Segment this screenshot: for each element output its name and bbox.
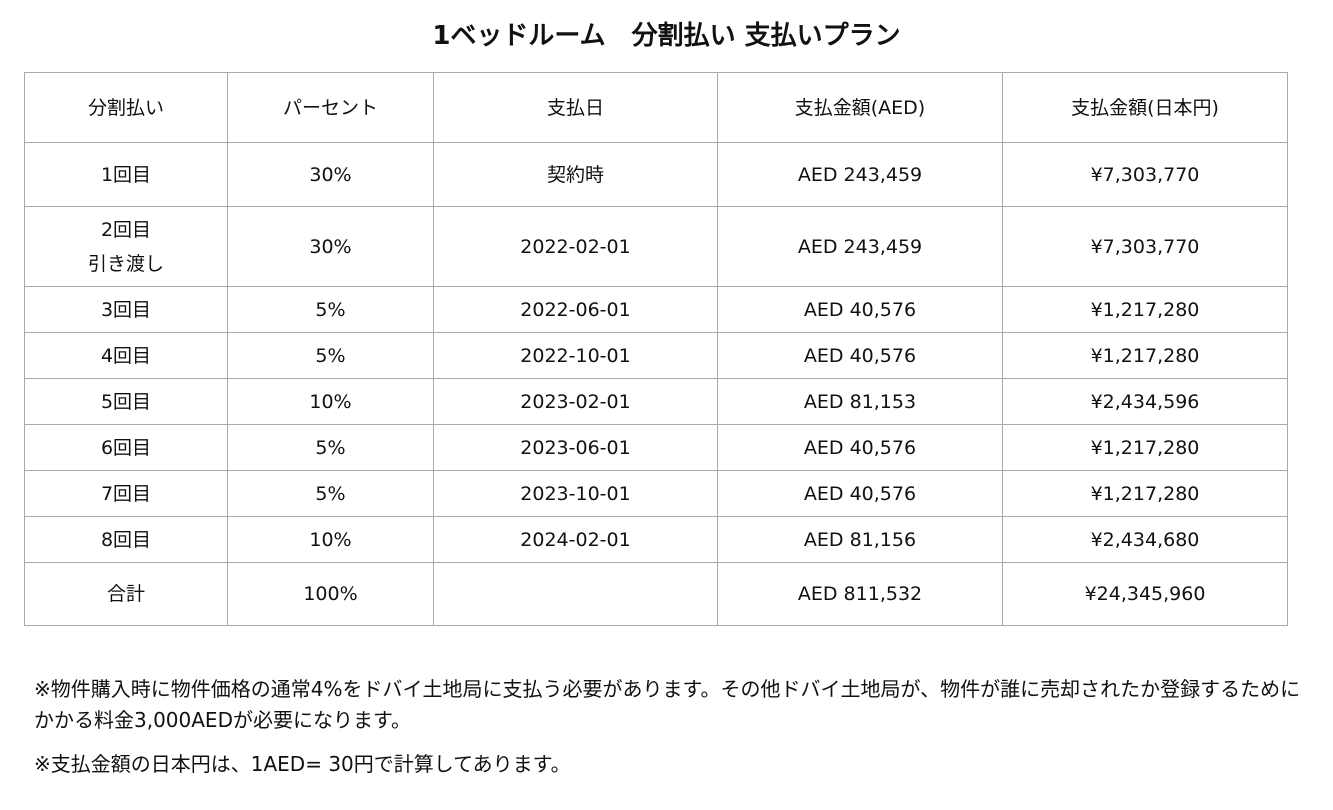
table-cell: 5回目 bbox=[24, 378, 228, 425]
table-body: 1回目 30% 契約時 AED 243,459 ¥7,303,770 2回目 引き渡し 30… bbox=[24, 142, 1288, 626]
table-cell: AED 40,576 bbox=[717, 424, 1003, 471]
notes: ※物件購入時に物件価格の通常4%をドバイ土地局に支払う必要があります。その他ドバ… bbox=[34, 674, 1304, 793]
table-row: 1回目 30% 契約時 AED 243,459 ¥7,303,770 bbox=[24, 142, 1288, 207]
table-cell: 7回目 bbox=[24, 470, 228, 517]
note: ※物件購入時に物件価格の通常4%をドバイ土地局に支払う必要があります。その他ドバ… bbox=[34, 677, 1301, 732]
header-row: 分割払い パーセント 支払日 支払金額(AED) 支払金額(日本円) bbox=[24, 72, 1288, 143]
table-cell: 2回目 引き渡し bbox=[24, 206, 228, 287]
table-row: 6回目 5% 2023-06-01 AED 40,576 ¥1,217,280 bbox=[24, 424, 1288, 471]
header-cell: 分割払い bbox=[24, 72, 228, 143]
table-cell: 8回目 bbox=[24, 516, 228, 563]
table-row: 4回目 5% 2022-10-01 AED 40,576 ¥1,217,280 bbox=[24, 332, 1288, 379]
table-cell: ¥1,217,280 bbox=[1002, 424, 1288, 471]
table-cell: AED 81,156 bbox=[717, 516, 1003, 563]
note: ※支払金額の日本円は、1AED= 30円で計算してあります。 bbox=[34, 752, 571, 776]
header-cell: 支払金額(日本円) bbox=[1002, 72, 1288, 143]
table-cell: 2024-02-01 bbox=[433, 516, 718, 563]
table-cell: 合計 bbox=[24, 562, 228, 626]
table-row: 3回目 5% 2022-06-01 AED 40,576 ¥1,217,280 bbox=[24, 286, 1288, 333]
header-cell: 支払金額(AED) bbox=[717, 72, 1003, 143]
table-cell: AED 40,576 bbox=[717, 286, 1003, 333]
table-cell: ¥1,217,280 bbox=[1002, 470, 1288, 517]
table-row: 合計 100% AED 811,532 ¥24,345,960 bbox=[24, 562, 1288, 626]
table-cell: 1回目 bbox=[24, 142, 228, 207]
table-cell: ¥1,217,280 bbox=[1002, 286, 1288, 333]
table-cell: ¥2,434,596 bbox=[1002, 378, 1288, 425]
table-cell: 2023-02-01 bbox=[433, 378, 718, 425]
table-cell: ¥7,303,770 bbox=[1002, 206, 1288, 287]
table-cell: 30% bbox=[227, 206, 434, 287]
table-row: 8回目 10% 2024-02-01 AED 81,156 ¥2,434,680 bbox=[24, 516, 1288, 563]
table-cell: 6回目 bbox=[24, 424, 228, 471]
table-cell: AED 40,576 bbox=[717, 332, 1003, 379]
table-cell: 10% bbox=[227, 516, 434, 563]
table-cell: 3回目 bbox=[24, 286, 228, 333]
table-cell: ¥24,345,960 bbox=[1002, 562, 1288, 626]
table-cell: 5% bbox=[227, 470, 434, 517]
header-cell: パーセント bbox=[227, 72, 434, 143]
table-cell: ¥1,217,280 bbox=[1002, 332, 1288, 379]
table-cell: 契約時 bbox=[433, 142, 718, 207]
payment-table: 分割払い パーセント 支払日 支払金額(AED) 支払金額(日本円) 1回目 30% 契約時… bbox=[24, 72, 1288, 626]
table-cell: 5% bbox=[227, 286, 434, 333]
table-cell: 30% bbox=[227, 142, 434, 207]
table-cell: ¥7,303,770 bbox=[1002, 142, 1288, 207]
table-cell: AED 811,532 bbox=[717, 562, 1003, 626]
title: 1ベッドルーム 分割払い 支払いプラン bbox=[432, 21, 901, 51]
table-cell: ¥2,434,680 bbox=[1002, 516, 1288, 563]
table-cell: 2022-10-01 bbox=[433, 332, 718, 379]
table-cell: 2022-02-01 bbox=[433, 206, 718, 287]
table-cell: AED 81,153 bbox=[717, 378, 1003, 425]
table-row: 7回目 5% 2023-10-01 AED 40,576 ¥1,217,280 bbox=[24, 470, 1288, 517]
table-cell: 5% bbox=[227, 424, 434, 471]
table-cell: 2023-06-01 bbox=[433, 424, 718, 471]
table-cell bbox=[433, 562, 718, 626]
table-cell: 2023-10-01 bbox=[433, 470, 718, 517]
table-cell: AED 40,576 bbox=[717, 470, 1003, 517]
table-row: 2回目 引き渡し 30% 2022-02-01 AED 243,459 ¥7,303,7… bbox=[24, 206, 1288, 287]
table-cell: 2022-06-01 bbox=[433, 286, 718, 333]
table-cell: 10% bbox=[227, 378, 434, 425]
table-cell: AED 243,459 bbox=[717, 206, 1003, 287]
table-cell: 5% bbox=[227, 332, 434, 379]
table-cell: 4回目 bbox=[24, 332, 228, 379]
table-header: 分割払い パーセント 支払日 支払金額(AED) 支払金額(日本円) bbox=[24, 72, 1288, 143]
table-cell: AED 243,459 bbox=[717, 142, 1003, 207]
header-cell: 支払日 bbox=[433, 72, 718, 143]
table-row: 5回目 10% 2023-02-01 AED 81,153 ¥2,434,596 bbox=[24, 378, 1288, 425]
table-cell: 100% bbox=[227, 562, 434, 626]
